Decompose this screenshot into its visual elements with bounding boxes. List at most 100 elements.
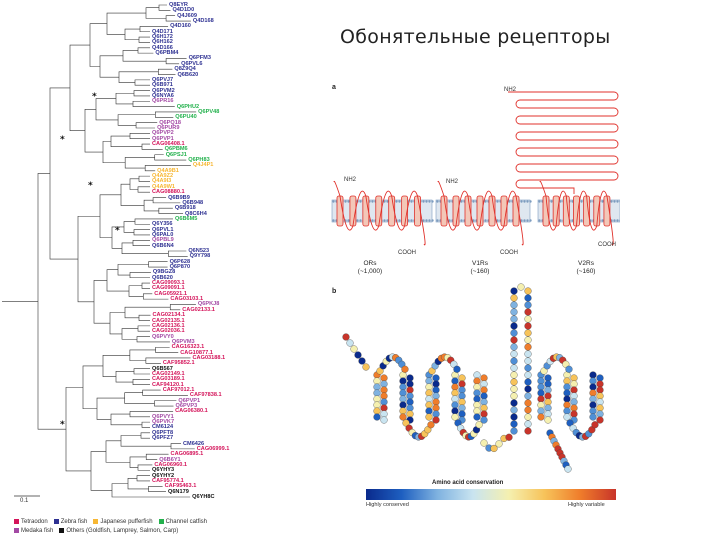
lipid-head	[616, 219, 619, 222]
residue-bead	[373, 395, 381, 403]
lipid-head	[398, 200, 401, 203]
residue-bead	[373, 407, 381, 415]
tree-leaf-label: Q6P870	[169, 264, 191, 271]
tree-leaf-label: Q4D160	[170, 23, 191, 30]
residue-bead	[510, 343, 518, 351]
lipid-head	[436, 219, 439, 222]
residue-bead	[544, 404, 552, 412]
lipid-head	[431, 200, 434, 203]
residue-bead	[427, 421, 435, 429]
receptor-label-v2r: V2Rs (~160)	[566, 260, 606, 276]
residue-bead	[563, 395, 571, 403]
tree-leaf-label: Q6PVP2	[152, 130, 174, 137]
tree-leaf-label: CAG06999.1	[196, 445, 230, 452]
lipid-head	[508, 200, 511, 203]
residue-bead	[596, 380, 604, 388]
tree-branch	[124, 157, 155, 169]
residue-bead	[475, 421, 483, 429]
residue-bead	[570, 386, 578, 394]
residue-bead	[570, 398, 578, 406]
tree-leaf-label: Q6PH83	[188, 157, 210, 164]
tree-branch	[93, 280, 110, 324]
residue-bead	[510, 329, 518, 337]
lipid-head	[484, 200, 487, 203]
residue-bead	[596, 392, 604, 400]
tree-leaf-label: Q6PFT8	[152, 429, 174, 436]
residue-bead	[544, 392, 552, 400]
tree-branch	[37, 173, 66, 430]
tree-leaf-label: Q6B6Y1	[159, 456, 181, 463]
tree-branch	[145, 453, 169, 460]
residue-bead	[451, 389, 459, 397]
transmembrane-helix	[414, 195, 421, 227]
tree-branch	[117, 114, 156, 126]
tree-branch	[49, 87, 78, 260]
lipid-head	[436, 200, 439, 203]
residue-bead	[510, 336, 518, 344]
tree-leaf-label: CAF95852.1	[162, 360, 195, 367]
residue-bead	[596, 398, 604, 406]
lipid-head	[386, 219, 389, 222]
tree-branch	[133, 229, 150, 236]
tree-leaf-label: Q6B971	[152, 82, 173, 89]
bootstrap-asterisk: *	[60, 420, 65, 430]
tree-branch	[121, 328, 138, 340]
residue-bead	[373, 413, 381, 421]
residue-bead	[524, 364, 532, 372]
residue-bead	[510, 406, 518, 414]
residue-bead	[432, 386, 440, 394]
lipid-head	[550, 219, 553, 222]
residue-bead	[480, 392, 488, 400]
residue-bead	[591, 421, 599, 429]
lipid-head	[610, 200, 613, 203]
lipid-head	[428, 200, 431, 203]
tree-branch	[148, 261, 168, 268]
residue-bead	[537, 377, 545, 385]
tree-branch	[168, 250, 188, 257]
tree-branch	[133, 90, 150, 97]
residue-bead	[451, 413, 459, 421]
lipid-head	[580, 219, 583, 222]
tree-leaf-label: Q6YH8C	[192, 494, 215, 500]
residue-bead	[451, 401, 459, 409]
residue-bead	[524, 357, 532, 365]
tree-branch	[102, 354, 130, 377]
snake-plot	[342, 283, 604, 473]
residue-bead	[589, 413, 597, 421]
tree-leaf-label: Q6PQ18	[159, 119, 181, 126]
residue-bead	[473, 395, 481, 403]
tree-branch	[138, 175, 150, 182]
lipid-head	[472, 219, 475, 222]
residue-bead	[480, 398, 488, 406]
tree-branch	[145, 7, 167, 19]
residue-bead	[406, 392, 414, 400]
legend-label: Japanese pufferfish	[100, 518, 153, 525]
cooh-label-v1r: COOH	[500, 250, 518, 256]
tree-leaf-label: Q4D168	[192, 18, 214, 25]
lipid-head	[619, 200, 620, 203]
residue-bead	[524, 371, 532, 379]
tree-leaf-label: Q6PR16	[152, 98, 174, 105]
nh2-label-v2r: NH2	[504, 87, 517, 93]
tree-branch	[137, 325, 150, 332]
receptor-topology-diagram	[331, 91, 620, 246]
residue-bead	[524, 413, 532, 421]
scale-bar-label: 0.1	[20, 498, 29, 504]
residue-bead	[380, 380, 388, 388]
tree-branch	[128, 285, 144, 297]
lipid-head	[371, 219, 374, 222]
lipid-head	[520, 219, 523, 222]
lipid-head	[526, 200, 529, 203]
residue-bead	[524, 350, 532, 358]
residue-bead	[565, 365, 573, 373]
tree-leaf-label: CAG02135.1	[152, 317, 185, 324]
tree-branch	[124, 392, 155, 404]
residue-bead	[510, 287, 518, 295]
tree-leaf-label: Q6B6N4	[152, 242, 174, 249]
tree-branch	[138, 314, 151, 321]
residue-bead	[570, 392, 578, 400]
residue-bead	[425, 407, 433, 415]
residue-bead	[406, 410, 414, 418]
residue-bead	[510, 413, 518, 421]
tree-branch	[155, 111, 197, 118]
